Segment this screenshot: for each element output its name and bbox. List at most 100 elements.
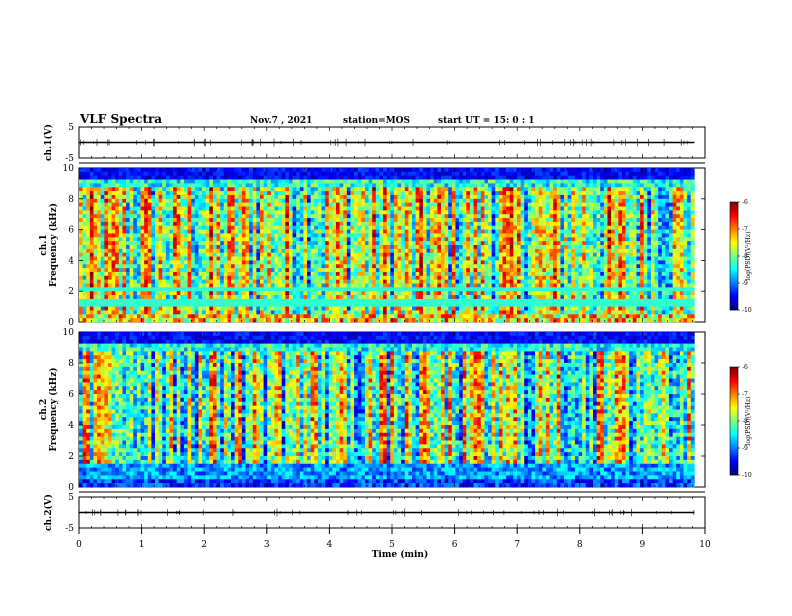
spectrogram-cell [260, 187, 264, 191]
spectrogram-cell [184, 195, 188, 199]
spectrogram-cell [260, 183, 264, 187]
spectrogram-cell [387, 172, 391, 176]
spectrogram-cell [332, 210, 336, 214]
spectrogram-cell [97, 245, 101, 249]
spectrogram-cell [488, 214, 492, 218]
spectrogram-cell [173, 264, 177, 268]
spectrogram-cell [122, 207, 126, 211]
spectrogram-cell [347, 176, 351, 180]
spectrogram-cell [322, 233, 326, 237]
spectrogram-cell [499, 218, 503, 222]
spectrogram-cell [521, 168, 525, 172]
spectrogram-cell [108, 303, 112, 307]
spectrogram-cell [285, 191, 289, 195]
spectrogram-cell [510, 180, 514, 184]
spectrogram-cell [198, 260, 202, 264]
spectrogram-cell [289, 318, 293, 322]
spectrogram-cell [495, 268, 499, 272]
spectrogram-cell [343, 249, 347, 253]
spectrogram-cell [177, 276, 181, 280]
spectrogram-cell [365, 268, 369, 272]
spectrogram-cell [488, 253, 492, 257]
spectrogram-cell [401, 314, 405, 318]
spectrogram-cell [166, 210, 170, 214]
spectrogram-cell [383, 172, 387, 176]
spectrogram-cell [130, 245, 134, 249]
spectrogram-cell [249, 299, 253, 303]
spectrogram-cell [242, 284, 246, 288]
spectrogram-cell [115, 180, 119, 184]
spectrogram-cell [217, 210, 221, 214]
spectrogram-cell [115, 318, 119, 322]
spectrogram-cell [401, 203, 405, 207]
spectrogram-cell [104, 287, 108, 291]
spectrogram-cell [289, 210, 293, 214]
spectrogram-cell [242, 210, 246, 214]
spectrogram-cell [372, 307, 376, 311]
spectrogram-cell [159, 253, 163, 257]
spectrogram-cell [282, 237, 286, 241]
spectrogram-cell [481, 299, 485, 303]
spectrogram-cell [246, 245, 250, 249]
spectrogram-cell [173, 253, 177, 257]
spectrogram-cell [307, 307, 311, 311]
spectrogram-cell [499, 249, 503, 253]
spectrogram-cell [477, 230, 481, 234]
spectrogram-cell [412, 233, 416, 237]
spectrogram-cell [177, 295, 181, 299]
spectrogram-cell [285, 299, 289, 303]
spectrogram-cell [358, 314, 362, 318]
spectrogram-cell [242, 276, 246, 280]
spectrogram-cell [365, 195, 369, 199]
spectrogram-cell [390, 195, 394, 199]
spectrogram-cell [195, 176, 199, 180]
spectrogram-cell [405, 291, 409, 295]
spectrogram-cell [318, 303, 322, 307]
spectrogram-cell [492, 222, 496, 226]
spectrogram-cell [340, 272, 344, 276]
spectrogram-cell [307, 203, 311, 207]
spectrogram-cell [191, 241, 195, 245]
spectrogram-cell [495, 284, 499, 288]
spectrogram-cell [173, 218, 177, 222]
spectrogram-cell [383, 318, 387, 322]
spectrogram-cell [470, 168, 474, 172]
spectrogram-cell [122, 222, 126, 226]
spectrogram-cell [209, 183, 213, 187]
spectrogram-cell [141, 257, 145, 261]
spectrogram-cell [177, 303, 181, 307]
spectrogram-cell [198, 280, 202, 284]
spectrogram-cell [122, 307, 126, 311]
spectrogram-cell [126, 272, 130, 276]
spectrogram-cell [372, 287, 376, 291]
spectrogram-cell [274, 287, 278, 291]
spectrogram-cell [470, 295, 474, 299]
spectrogram-cell [188, 307, 192, 311]
spectrogram-cell [188, 230, 192, 234]
spectrogram-cell [448, 299, 452, 303]
spectrogram-cell [209, 291, 213, 295]
spectrogram-cell [296, 272, 300, 276]
spectrogram-cell [452, 249, 456, 253]
spectrogram-cell [242, 257, 246, 261]
spectrogram-cell [336, 210, 340, 214]
spectrogram-cell [452, 210, 456, 214]
spectrogram-cell [474, 233, 478, 237]
spectrogram-cell [271, 210, 275, 214]
spectrogram-cell [445, 318, 449, 322]
spectrogram-cell [264, 299, 268, 303]
spectrogram-cell [437, 214, 441, 218]
spectrogram-cell [93, 176, 97, 180]
spectrogram-cell [503, 303, 507, 307]
spectrogram-cell [231, 307, 235, 311]
spectrogram-cell [340, 180, 344, 184]
spectrogram-cell [267, 214, 271, 218]
spectrogram-cell [217, 295, 221, 299]
spectrogram-cell [419, 183, 423, 187]
spectrogram-cell [148, 218, 152, 222]
spectrogram-cell [130, 291, 134, 295]
spectrogram-cell [372, 318, 376, 322]
spectrogram-cell [242, 207, 246, 211]
spectrogram-cell [430, 314, 434, 318]
spectrogram-cell [354, 187, 358, 191]
